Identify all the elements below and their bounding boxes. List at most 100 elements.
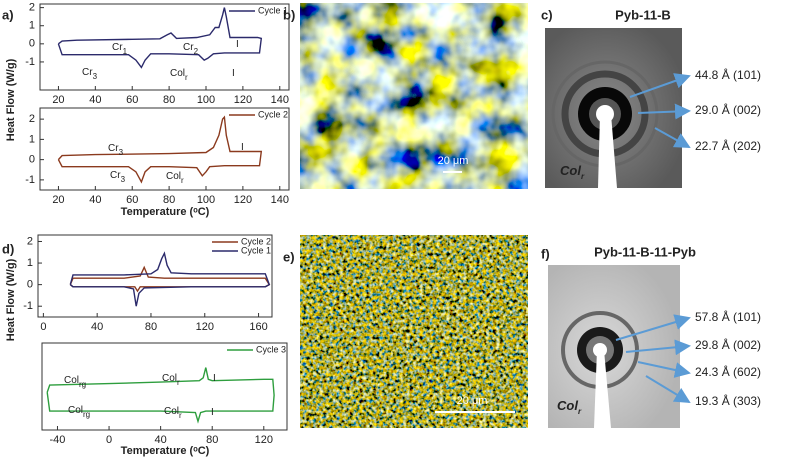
reflection-label: 22.7 Å (202) (695, 138, 761, 153)
phase-annotation-main: Col (164, 406, 179, 417)
phase-label-sub: r (581, 172, 585, 181)
phase-annotation-main: Cr (183, 42, 194, 53)
panel-label: a) (2, 7, 14, 22)
phase-annotation-main: Col (64, 375, 79, 386)
x-tick-label: 60 (126, 194, 138, 206)
phase-annotation-main: I (211, 407, 214, 418)
phase-annotation-sub: r (185, 73, 188, 82)
y-tick-label: -1 (23, 300, 33, 312)
scale-bar-label: 20 μm (438, 155, 469, 167)
phase-annotation-main: Cr (112, 42, 123, 53)
phase-annotation: Colrg (68, 405, 90, 419)
phase-annotation-main: I (241, 142, 244, 153)
legend-label: Cycle 3 (256, 344, 286, 354)
x-tick-label: 20 (52, 194, 64, 206)
beam-stop (594, 350, 611, 428)
phase-label-sub: r (578, 407, 582, 416)
y-tick-label: 0 (29, 38, 35, 50)
reflection-arrow (637, 103, 691, 120)
phase-annotation-sub: rg (83, 410, 90, 419)
y-tick-label: 1 (29, 20, 35, 32)
reflection-arrow (654, 127, 691, 148)
x-tick-label: -40 (50, 434, 66, 446)
pattern-title: Pyb-11-B (615, 7, 671, 22)
phase-annotation: I (213, 373, 216, 384)
y-axis-label: Heat Flow (W/g) (5, 258, 17, 341)
phase-annotation-main: I (236, 39, 239, 50)
plot-frame (39, 3, 290, 91)
reflection-arrow (645, 375, 691, 404)
phase-annotation: Cr3 (110, 170, 126, 184)
phase-annotation: I (241, 142, 244, 153)
x-tick-label: 0 (40, 321, 46, 333)
reflection-label: 44.8 Å (101) (695, 67, 761, 82)
x-tick-label: 40 (89, 194, 101, 206)
dsc-trace (46, 367, 275, 424)
phase-annotation-sub: 3 (119, 148, 124, 157)
phase-annotation-sub: r (181, 176, 184, 185)
x-tick-label: 120 (196, 321, 214, 333)
dsc-trace (69, 265, 271, 293)
y-tick-label: -1 (25, 56, 35, 68)
phase-annotation-sub: 3 (121, 175, 126, 184)
phase-annotation: Colr (170, 68, 188, 82)
phase-annotation: I (236, 39, 239, 50)
reflection-label: 24.3 Å (602) (695, 364, 761, 379)
plot-frame (41, 342, 288, 431)
reflection-arrow (637, 361, 691, 378)
phase-annotation: I (232, 68, 235, 79)
x-tick-label: 0 (106, 434, 112, 446)
phase-label: Colr (560, 163, 585, 180)
legend-label: Cycle 2 (241, 236, 271, 246)
x-tick-label: 80 (163, 194, 175, 206)
y-tick-label: -1 (25, 174, 35, 186)
dsc-trace (57, 115, 263, 184)
x-tick-label: 120 (234, 94, 252, 106)
x-tick-label: 80 (145, 321, 157, 333)
micrograph-texture (300, 3, 528, 189)
x-axis-label: Temperature (ᵒC) (121, 206, 210, 218)
reflection-label: 57.8 Å (101) (695, 309, 761, 324)
x-tick-label: 40 (89, 94, 101, 106)
reflection-label: 19.3 Å (303) (695, 393, 761, 408)
phase-annotation: Cr3 (82, 67, 98, 81)
phase-annotation-sub: 3 (93, 72, 98, 81)
plot-frame (37, 234, 273, 318)
legend-label: Cycle 1 (258, 5, 288, 15)
panel-label: d) (2, 241, 14, 256)
phase-annotation-main: Cr (82, 67, 93, 78)
phase-label-main: Col (557, 398, 578, 413)
phase-annotation: I (211, 407, 214, 418)
beam-center (593, 343, 607, 357)
phase-annotation-main: I (213, 373, 216, 384)
dsc-trace (69, 251, 271, 307)
phase-annotation-sub: rg (79, 380, 86, 389)
reflection-label: 29.8 Å (002) (695, 337, 761, 352)
phase-annotation: Colr (162, 373, 180, 387)
y-axis-label: Heat Flow (W/g) (5, 58, 17, 141)
reflection-arrow (629, 73, 691, 98)
panel-label: e) (283, 249, 295, 264)
y-tick-label: 1 (29, 133, 35, 145)
phase-label-main: Col (560, 163, 581, 178)
x-axis-label: Temperature (ᵒC) (121, 445, 210, 457)
phase-annotation: Colr (164, 406, 182, 420)
plot-frame (39, 107, 290, 191)
panel-label: c) (541, 7, 553, 22)
beam-center (596, 105, 614, 123)
y-tick-label: 2 (29, 2, 35, 14)
phase-annotation-sub: 1 (123, 47, 128, 56)
phase-annotation-main: Col (170, 68, 185, 79)
x-tick-label: 40 (155, 434, 167, 446)
x-tick-label: 80 (206, 434, 218, 446)
phase-annotation-main: Col (162, 373, 177, 384)
reflection-label: 29.0 Å (002) (695, 102, 761, 117)
phase-annotation-main: I (232, 68, 235, 79)
phase-annotation: Colr (166, 171, 184, 185)
x-tick-label: 100 (197, 194, 215, 206)
phase-annotation: Cr3 (108, 143, 124, 157)
y-tick-label: 0 (27, 279, 33, 291)
phase-annotation-main: Col (68, 405, 83, 416)
x-tick-label: 20 (52, 94, 64, 106)
y-tick-label: 2 (27, 235, 33, 247)
